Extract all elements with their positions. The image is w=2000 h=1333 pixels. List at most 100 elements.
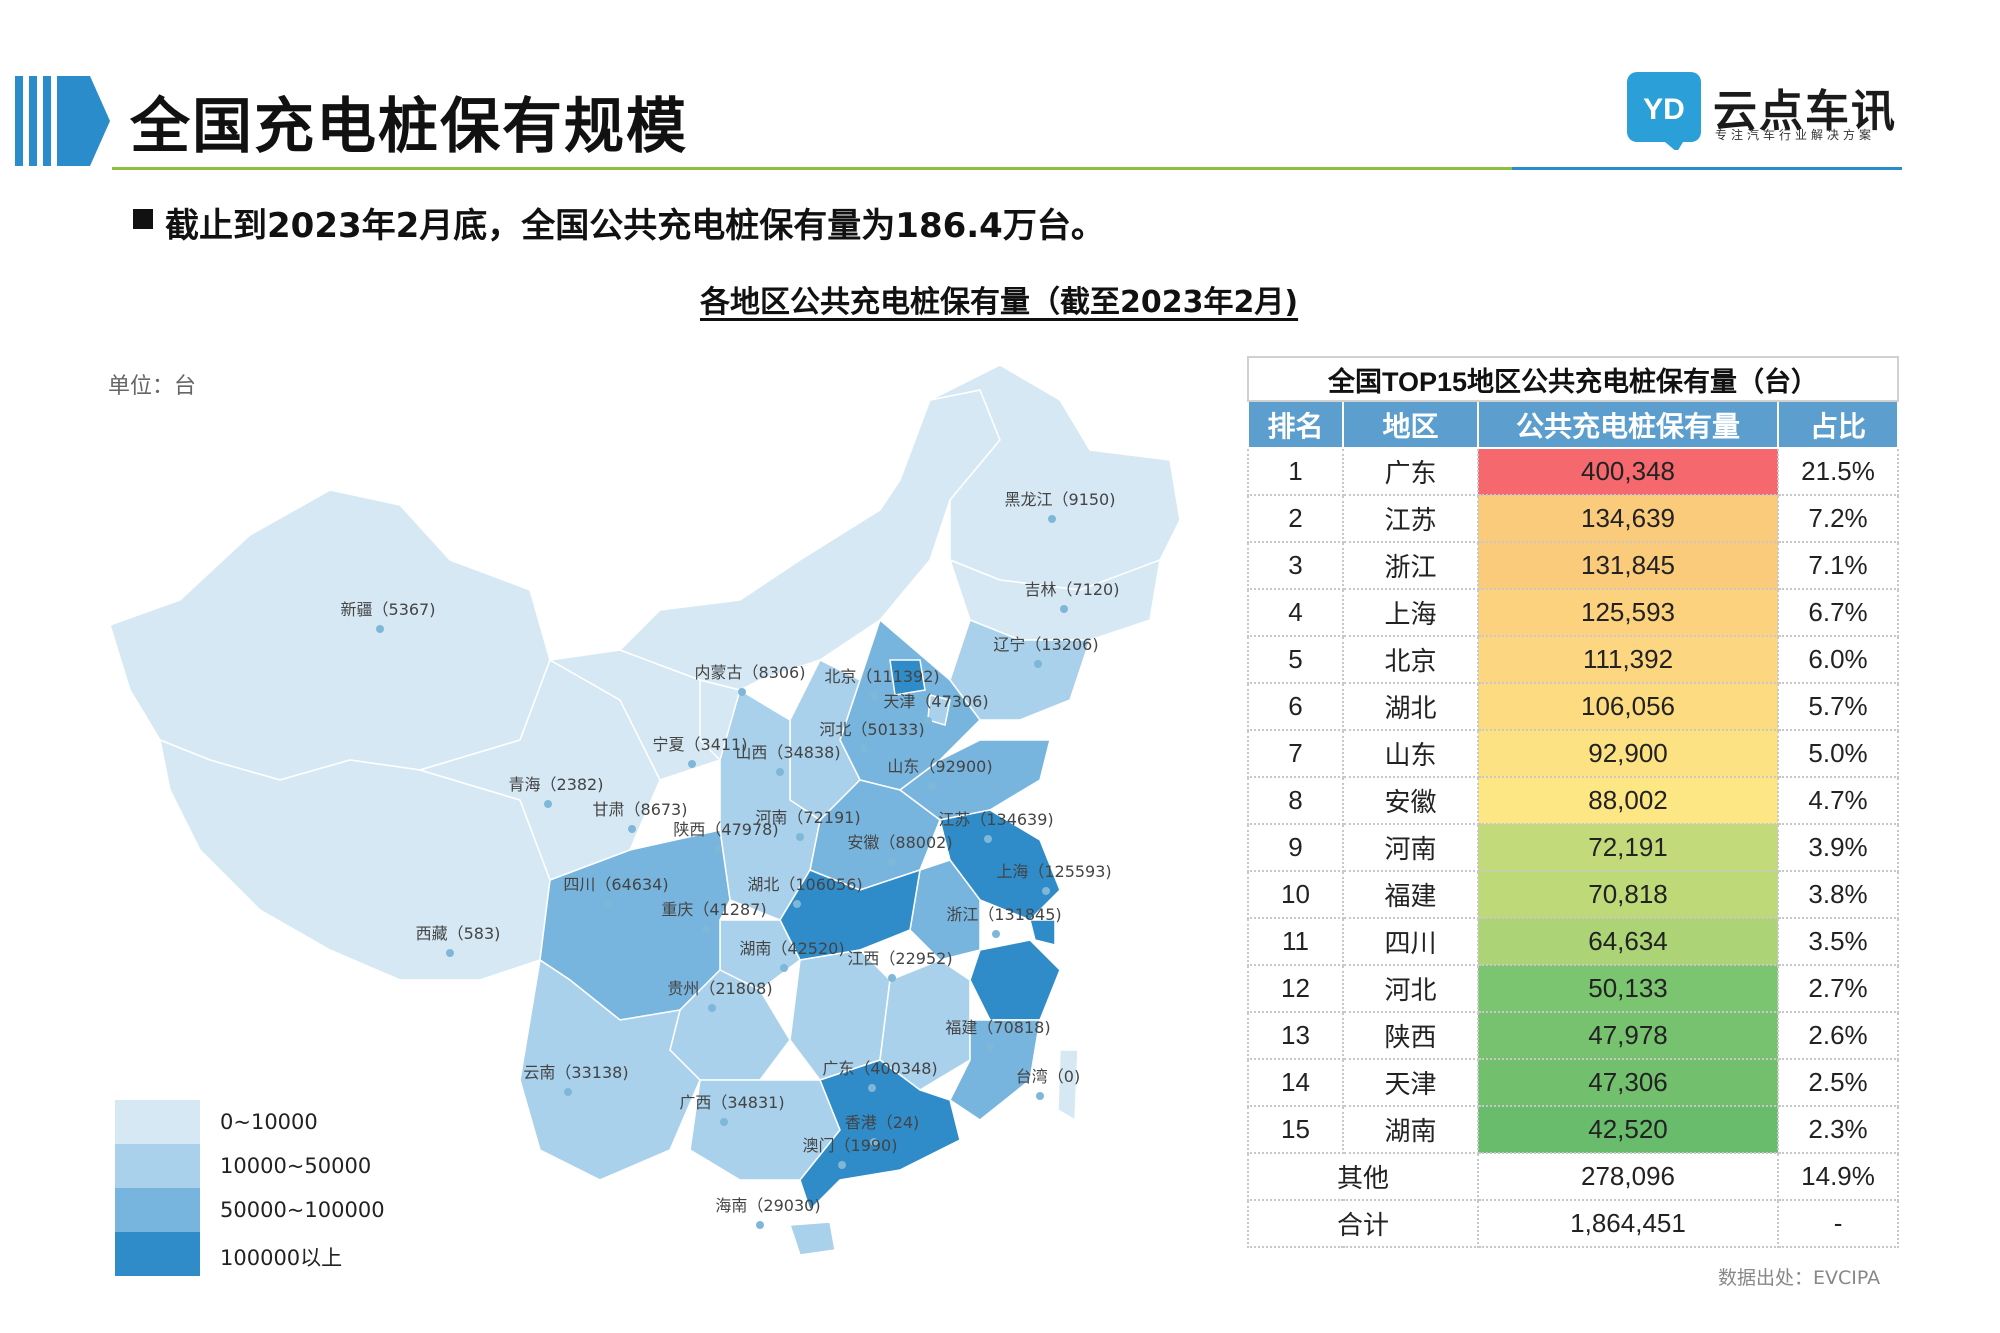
region-marker — [860, 745, 868, 753]
region-marker — [924, 717, 932, 725]
cell-rank: 12 — [1247, 964, 1344, 1013]
region-label: 宁夏（3411) — [653, 735, 748, 754]
region-marker — [888, 858, 896, 866]
cell-rank: 3 — [1247, 541, 1344, 590]
cell-rank: 9 — [1247, 823, 1344, 872]
region-label: 四川（64634) — [563, 875, 668, 894]
logo-mark-text: YD — [1643, 93, 1685, 126]
region-label: 北京（111392) — [824, 667, 939, 686]
data-source: 数据出处：EVCIPA — [1718, 1267, 1881, 1289]
region-fujian — [949, 1019, 1041, 1121]
region-marker — [446, 949, 454, 957]
region-marker — [870, 692, 878, 700]
cell-rank: 4 — [1247, 588, 1344, 637]
region-marker — [1042, 887, 1050, 895]
cell-rank: 8 — [1247, 776, 1344, 825]
cell-share: 7.2% — [1776, 494, 1900, 543]
cell-share: 3.9% — [1776, 823, 1900, 872]
total-row: 合计 1,864,451- — [1247, 1199, 1900, 1248]
region-label: 贵州（21808) — [667, 979, 772, 998]
table-row: 10 福建 70,818 3.8% — [1247, 870, 1900, 919]
region-label: 天津（47306) — [883, 692, 988, 711]
region-marker — [1060, 605, 1068, 613]
region-label: 吉林（7120) — [1025, 580, 1120, 599]
table-row: 1 广东 400,348 21.5% — [1247, 447, 1900, 496]
region-marker — [604, 900, 612, 908]
cell-share: 6.7% — [1776, 588, 1900, 637]
region-tianjin — [927, 694, 951, 726]
region-marker — [544, 800, 552, 808]
region-marker — [776, 768, 784, 776]
table-row: 2 江苏 134,639 7.2% — [1247, 494, 1900, 543]
region-label: 福建（70818) — [945, 1018, 1050, 1037]
cell-count: 111,392 — [1477, 635, 1779, 684]
cell-region: 天津 — [1342, 1058, 1479, 1107]
table-row: 8 安徽 88,002 4.7% — [1247, 776, 1900, 825]
header-underline — [112, 167, 1902, 170]
region-marker — [376, 625, 384, 633]
region-label: 山东（92900) — [887, 757, 992, 776]
region-marker — [720, 1118, 728, 1126]
cell-region: 广东 — [1342, 447, 1479, 496]
cell-share: 5.7% — [1776, 682, 1900, 731]
legend-swatch — [115, 1232, 200, 1276]
cell-count: 400,348 — [1477, 447, 1779, 496]
region-marker — [838, 1161, 846, 1169]
header-share: 占比 — [1776, 400, 1900, 449]
page-title: 全国充电桩保有规模 — [130, 92, 688, 162]
legend-item: 10000~50000 — [115, 1144, 375, 1188]
region-shanghai — [1029, 919, 1056, 946]
region-label: 湖北（106056) — [747, 875, 862, 894]
cell-region: 江苏 — [1342, 494, 1479, 543]
region-marker — [564, 1088, 572, 1096]
legend-item: 0~10000 — [115, 1100, 375, 1144]
region-label: 湖南（42520) — [739, 939, 844, 958]
region-label: 重庆（41287) — [661, 900, 766, 919]
cell-count: 106,056 — [1477, 682, 1779, 731]
table-caption: 全国TOP15地区公共充电桩保有量（台） — [1246, 356, 1900, 402]
region-label: 山西（34838) — [735, 743, 840, 762]
cell-region: 北京 — [1342, 635, 1479, 684]
province-shapes — [109, 364, 1181, 1256]
region-marker — [928, 782, 936, 790]
legend-swatch — [115, 1188, 200, 1232]
cell-count: 92,900 — [1477, 729, 1779, 778]
region-marker — [1036, 1092, 1044, 1100]
cell-share: 3.8% — [1776, 870, 1900, 919]
total-row-label: 合计 — [1247, 1199, 1479, 1248]
table-row: 9 河南 72,191 3.9% — [1247, 823, 1900, 872]
region-label: 辽宁（13206) — [993, 635, 1098, 654]
headline-statement: 截止到2023年2月底，全国公共充电桩保有量为186.4万台。 — [165, 206, 1105, 246]
others-row: 其他 278,096 14.9% — [1247, 1152, 1900, 1201]
map-title: 各地区公共充电桩保有量（截至2023年2月) — [700, 285, 1299, 320]
logo-name: 云点车讯 — [1713, 86, 1897, 137]
region-label: 台湾（0) — [1016, 1067, 1080, 1086]
region-guangdong — [799, 1059, 961, 1212]
cell-rank: 13 — [1247, 1011, 1344, 1060]
cell-region: 湖南 — [1342, 1105, 1479, 1154]
cell-rank: 5 — [1247, 635, 1344, 684]
table-row: 6 湖北 106,056 5.7% — [1247, 682, 1900, 731]
cell-region: 湖北 — [1342, 682, 1479, 731]
region-marker — [793, 900, 801, 908]
cell-region: 上海 — [1342, 588, 1479, 637]
bullet-square — [133, 209, 153, 229]
cell-count: 47,978 — [1477, 1011, 1779, 1060]
region-label: 江苏（134639) — [938, 810, 1053, 829]
region-taiwan — [1057, 1049, 1079, 1122]
region-label: 香港（24) — [845, 1113, 920, 1132]
region-label: 澳门（1990) — [803, 1136, 898, 1155]
region-marker — [628, 825, 636, 833]
region-marker — [992, 930, 1000, 938]
cell-rank: 10 — [1247, 870, 1344, 919]
region-label: 河北（50133) — [819, 720, 924, 739]
legend-label: 0~10000 — [220, 1110, 318, 1134]
header-region: 地区 — [1342, 400, 1479, 449]
cell-count: 42,520 — [1477, 1105, 1779, 1154]
legend-label: 100000以上 — [220, 1246, 343, 1270]
region-marker — [868, 1084, 876, 1092]
cell-count: 88,002 — [1477, 776, 1779, 825]
region-marker — [888, 974, 896, 982]
region-hainan — [788, 1221, 836, 1256]
cell-region: 四川 — [1342, 917, 1479, 966]
